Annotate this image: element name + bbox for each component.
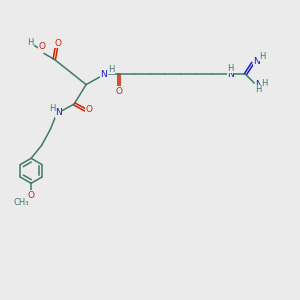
Text: H: H [259, 52, 266, 61]
Text: H: H [49, 103, 55, 112]
Text: O: O [86, 105, 93, 114]
Text: H: H [108, 65, 115, 74]
Text: H: H [262, 79, 268, 88]
Text: N: N [100, 70, 107, 79]
Text: H: H [27, 38, 34, 46]
Text: N: N [254, 57, 260, 66]
Text: O: O [28, 191, 34, 200]
Text: H: H [227, 64, 234, 73]
Text: O: O [115, 87, 122, 96]
Text: O: O [39, 42, 46, 51]
Text: O: O [55, 38, 62, 47]
Text: H: H [255, 85, 262, 94]
Text: N: N [55, 108, 62, 117]
Text: N: N [227, 70, 234, 79]
Text: CH₃: CH₃ [14, 198, 29, 207]
Text: N: N [255, 80, 262, 89]
